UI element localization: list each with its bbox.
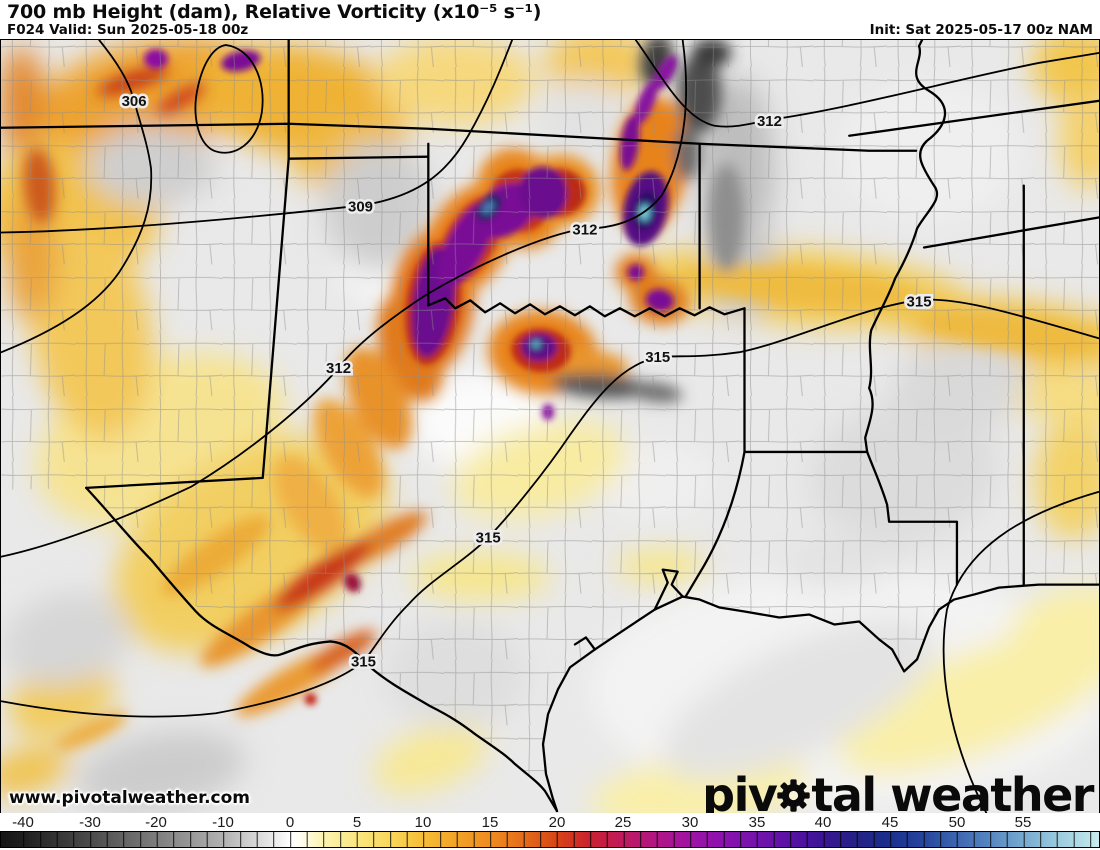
contour-label: 315	[351, 653, 376, 670]
state-borders	[1, 40, 1099, 813]
watermark-url: www.pivotalweather.com	[9, 788, 251, 808]
contour-label: 315	[645, 349, 670, 366]
colorbar-tick-labels: -40 -30 -20 -10 0 5 10 15 20 25 30 35 40 45 50 55	[0, 814, 1100, 831]
map-canvas[interactable]: 306 309 312 312 312 315 315 315 315 www.pivotalw…	[0, 39, 1100, 818]
colorbar-tick: 50	[948, 814, 966, 831]
colorbar-tick: 15	[481, 814, 499, 831]
colorbar-tick: 55	[1014, 814, 1032, 831]
colorbar-tick: -30	[79, 814, 101, 831]
valid-time-label: F024 Valid: Sun 2025-05-18 00z	[7, 22, 249, 38]
logo-text-left: piv	[702, 768, 778, 822]
contour-label: 312	[757, 113, 782, 130]
colorbar-tick: 10	[414, 814, 432, 831]
contour-label: 312	[572, 221, 597, 238]
map-header: 700 mb Height (dam), Relative Vorticity …	[0, 0, 1100, 39]
colorbar-tick: 25	[614, 814, 632, 831]
colorbar-tick: -10	[212, 814, 234, 831]
pivotal-weather-logo: piv tal weather	[702, 772, 1094, 818]
height-contours	[1, 40, 1099, 814]
colorbar-tick: 35	[748, 814, 766, 831]
contour-label: 315	[476, 530, 501, 547]
colorbar-tick: -40	[12, 814, 34, 831]
contour-label: 309	[348, 199, 373, 216]
logo-text-right: tal weather	[811, 768, 1094, 822]
colorbar: -40 -30 -20 -10 0 5 10 15 20 25 30 35 40 45 50 55	[0, 813, 1100, 850]
colorbar-tick: 20	[548, 814, 566, 831]
contour-label: 306	[122, 93, 147, 110]
gear-icon	[777, 779, 811, 812]
colorbar-tick: 5	[352, 814, 362, 831]
contour-labels: 306 309 312 312 312 315 315 315 315	[119, 90, 934, 673]
vorticity-map-svg: 306 309 312 312 312 315 315 315 315	[1, 40, 1099, 814]
colorbar-tick: -20	[145, 814, 167, 831]
colorbar-cell-borders	[1, 832, 1099, 847]
colorbar-gradient	[0, 831, 1100, 848]
init-time-label: Init: Sat 2025-05-17 00z NAM	[869, 22, 1093, 38]
colorbar-tick: 40	[814, 814, 832, 831]
colorbar-tick: 30	[681, 814, 699, 831]
contour-label: 315	[907, 293, 932, 310]
page-title: 700 mb Height (dam), Relative Vorticity …	[7, 1, 542, 23]
colorbar-tick: 45	[881, 814, 899, 831]
colorbar-tick: 0	[285, 814, 295, 831]
contour-label: 312	[326, 360, 351, 377]
